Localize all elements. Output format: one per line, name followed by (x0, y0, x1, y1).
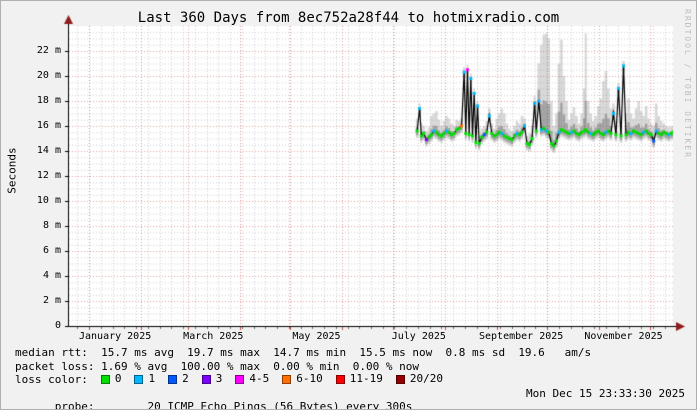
loss-legend-item: 0 (100, 372, 122, 386)
loss-legend-item: 11-19 (335, 372, 383, 386)
loss-legend-item-label: 11-19 (349, 372, 383, 386)
loss-color-legend-line: loss color: 0 1 2 3 4-5 6-10 11-19 20/20 (15, 372, 691, 387)
y-tick-label: 22 m (36, 45, 61, 56)
loss-legend-swatch (168, 374, 178, 384)
stats-packet-loss-line: packet loss: 1.69 % avg 100.00 % max 0.0… (15, 359, 419, 373)
probe-description: 20 ICMP Echo Pings (56 Bytes) every 300s (94, 400, 413, 410)
probe-line: probe: 20 ICMP Echo Pings (56 Bytes) eve… (15, 386, 691, 410)
loss-legend-swatch (235, 374, 245, 384)
render-timestamp: Mon Dec 15 23:33:30 2025 (526, 386, 685, 400)
y-tick-label: 4 m (42, 270, 61, 281)
y-tick-label: 16 m (36, 120, 61, 131)
loss-legend-item-label: 1 (148, 372, 156, 386)
loss-legend-swatch (395, 374, 405, 384)
loss-legend-swatch (134, 374, 144, 384)
loss-color-label: loss color: (15, 373, 88, 386)
stats-block: median rtt: 15.7 ms avg 19.7 ms max 14.7… (15, 346, 691, 410)
loss-legend-item: 3 (201, 372, 223, 386)
rtt-graph-canvas (1, 1, 696, 346)
loss-legend-item: 20/20 (395, 372, 443, 386)
loss-legend-swatch (100, 374, 110, 384)
y-tick-label: 2 m (42, 295, 61, 306)
x-tick-label: July 2025 (391, 331, 446, 342)
loss-legend-item-label: 20/20 (409, 372, 443, 386)
x-tick-label: November 2025 (584, 331, 663, 342)
y-tick-label: 10 m (36, 195, 61, 206)
y-tick-label: 14 m (36, 145, 61, 156)
loss-legend-swatch (201, 374, 211, 384)
loss-legend-item-label: 0 (114, 372, 122, 386)
loss-legend-item-label: 6-10 (296, 372, 323, 386)
stats-median-rtt-line: median rtt: 15.7 ms avg 19.7 ms max 14.7… (15, 346, 592, 359)
y-tick-label: 0 (54, 320, 61, 331)
loss-legend-swatch (335, 374, 345, 384)
x-tick-label: September 2025 (479, 331, 564, 342)
y-tick-label: 20 m (36, 70, 61, 81)
loss-legend-swatch (282, 374, 292, 384)
loss-legend-item: 2 (168, 372, 189, 386)
x-tick-label: May 2025 (292, 331, 341, 342)
loss-legend-item: 4-5 (235, 372, 269, 386)
loss-legend-item-label: 4-5 (249, 372, 270, 386)
x-tick-label: March 2025 (183, 331, 244, 342)
loss-legend-item: 6-10 (282, 372, 323, 386)
y-tick-label: 6 m (42, 245, 61, 256)
y-tick-label: 8 m (42, 220, 61, 231)
y-tick-label: 12 m (36, 170, 61, 181)
loss-legend-item: 1 (134, 372, 155, 386)
loss-legend-item-label: 2 (182, 372, 189, 386)
y-tick-label: 18 m (36, 95, 61, 106)
x-tick-label: January 2025 (79, 331, 152, 342)
loss-legend-item-label: 3 (215, 372, 223, 386)
probe-label: probe: (54, 400, 95, 410)
